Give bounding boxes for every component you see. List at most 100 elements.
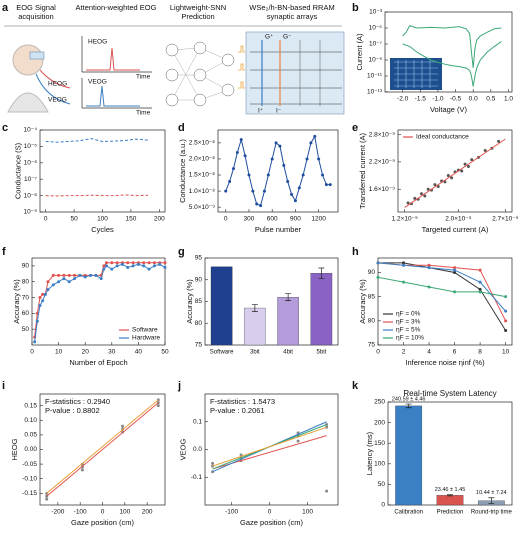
x-tick-label: 600	[267, 216, 278, 223]
y-tick-label: 2.0×10⁻⁸	[189, 156, 215, 163]
point	[131, 261, 135, 265]
point	[136, 262, 140, 266]
point	[466, 164, 470, 168]
point	[78, 273, 82, 277]
point	[158, 262, 162, 266]
point	[286, 179, 290, 183]
point	[51, 283, 55, 287]
x-tick-label: 8	[478, 349, 482, 356]
x-tick-label: 30	[108, 349, 116, 356]
point	[324, 183, 328, 187]
signal-label: HEOG	[88, 39, 107, 46]
panel-label: f	[2, 246, 6, 258]
point	[278, 144, 282, 148]
x-tick-label: -1.5	[415, 96, 427, 103]
x-tick-label: -200	[51, 509, 64, 516]
point	[94, 273, 98, 277]
point	[46, 288, 50, 292]
series-line	[45, 194, 148, 197]
y-axis-label: Conductance (S)	[13, 142, 22, 199]
x-tick-label: 300	[244, 216, 255, 223]
point	[453, 266, 457, 270]
x-tick-label: 2.0×10⁻⁹	[445, 216, 471, 223]
series-line	[378, 262, 507, 331]
x-tick-label: 10	[502, 349, 510, 356]
panel-label: d	[178, 122, 185, 134]
x-tick-label: 1200	[311, 216, 326, 223]
y-tick-label: 250	[374, 399, 385, 406]
y-tick-label: 60	[22, 310, 30, 317]
point	[163, 261, 167, 265]
point	[497, 139, 501, 143]
y-tick-label: 2.8×10⁻⁹	[369, 131, 395, 138]
point	[262, 189, 266, 193]
y-tick-label: 90	[22, 263, 30, 270]
point	[450, 176, 454, 180]
x-tick-label: 1.2×10⁻⁹	[392, 216, 418, 223]
body	[7, 92, 49, 113]
panel-label: b	[352, 2, 359, 14]
x-axis-label: Cycles	[91, 225, 114, 234]
y-tick-label: 0.1	[193, 418, 202, 425]
y-tick-label: 0.10	[24, 417, 37, 424]
y-tick-label: -0.10	[22, 475, 37, 482]
point	[463, 162, 467, 166]
y-axis-label: Current (A)	[355, 33, 364, 71]
y-tick-label: 0.0	[193, 446, 202, 453]
plot-frame	[384, 11, 513, 93]
point	[305, 157, 309, 161]
point	[102, 267, 106, 271]
value-label: 10.44 ± 7.24	[476, 490, 507, 496]
annotation: F-statistics : 0.2940	[45, 397, 110, 406]
panel-label: e	[352, 122, 358, 134]
point	[45, 497, 49, 501]
error-bar	[251, 304, 258, 312]
point	[120, 262, 124, 266]
y-tick-label: 1.0×10⁻⁸	[189, 188, 215, 195]
x-axis-label: Inference noise ηinf (%)	[405, 358, 485, 367]
y-tick-label: 10⁻³	[369, 9, 383, 16]
point	[163, 265, 167, 269]
point	[426, 187, 430, 191]
y-tick-label: 10⁻⁹	[24, 209, 38, 216]
point	[478, 268, 482, 272]
x-tick-label: 50	[161, 349, 169, 356]
y-tick-label: 0.00	[24, 446, 37, 453]
point	[62, 277, 66, 281]
point	[115, 264, 119, 268]
x-axis-label: Number of Epoch	[69, 358, 127, 367]
point	[309, 141, 313, 145]
point	[121, 424, 125, 428]
x-tick-label: 20	[82, 349, 90, 356]
y-tick-label: 85	[195, 298, 203, 305]
point	[152, 261, 156, 265]
y-tick-label: 100	[374, 461, 385, 468]
x-tick-label: 0	[268, 509, 272, 516]
point	[43, 292, 47, 296]
point	[152, 264, 156, 268]
point	[67, 273, 71, 277]
y-tick-label: 90	[368, 269, 376, 276]
x-tick-label: 0	[224, 216, 228, 223]
point	[211, 461, 215, 465]
x-tick-label: 40	[135, 349, 143, 356]
x-tick-label: 100	[302, 509, 313, 516]
legend-label: ηF = 0%	[396, 311, 421, 318]
x-tick-label: 150	[125, 216, 136, 223]
goggles	[29, 51, 45, 60]
panel-label: j	[177, 380, 181, 392]
x-tick-label: Software	[210, 350, 234, 356]
x-tick-label: -0.5	[450, 96, 462, 103]
series-line	[45, 138, 148, 143]
electrode-label: HEOG	[48, 81, 67, 88]
y-tick-label: 10⁻⁴	[24, 127, 38, 134]
point	[126, 261, 130, 265]
point	[35, 319, 39, 323]
x-tick-label: -100	[225, 509, 238, 516]
point	[453, 271, 457, 274]
point	[328, 183, 332, 187]
point	[147, 267, 151, 271]
x-tick-label: 6	[453, 349, 457, 356]
point	[239, 138, 243, 142]
y-tick-label: 1.6×10⁻⁹	[369, 186, 395, 193]
